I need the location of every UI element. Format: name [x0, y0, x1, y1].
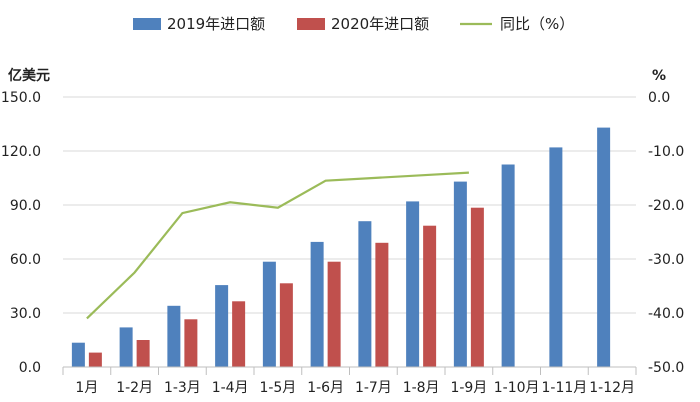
- bar: [279, 283, 293, 367]
- bar: [327, 261, 341, 367]
- x-tick-label: 1-2月: [116, 380, 153, 396]
- right-tick-label: -20.0: [648, 198, 684, 214]
- x-tick-label: 1-4月: [212, 380, 249, 396]
- x-tick-label: 1-3月: [164, 380, 201, 396]
- x-tick-label: 1-10月: [494, 380, 540, 396]
- bar: [470, 207, 484, 367]
- left-tick-label: 60.0: [10, 252, 41, 268]
- axes-group: 0.0 30.0 60.0 90.0 120.0 150.0 -50.0 -40.0 -30.0…: [1, 90, 684, 396]
- x-tick-label: 1月: [75, 380, 98, 396]
- x-tick-label: 1-6月: [307, 380, 344, 396]
- bar: [549, 147, 563, 367]
- left-tick-label: 90.0: [10, 198, 41, 214]
- bar: [453, 181, 467, 367]
- gridlines: [63, 96, 636, 314]
- right-tick-label: -10.0: [648, 144, 684, 160]
- bar: [262, 261, 276, 367]
- x-tick-label: 1-5月: [259, 380, 296, 396]
- x-tick-label: 1-12月: [589, 380, 635, 396]
- line-series: [86, 171, 469, 320]
- bar: [71, 342, 85, 367]
- bar: [136, 340, 150, 367]
- right-tick-label: -50.0: [648, 360, 684, 376]
- bar-series-group: [71, 127, 611, 367]
- bar: [232, 301, 246, 367]
- left-tick-label: 30.0: [10, 306, 41, 322]
- bar: [167, 305, 181, 367]
- x-tick-label: 1-7月: [355, 380, 392, 396]
- left-tick-label: 120.0: [1, 144, 41, 160]
- x-tick-label: 1-11月: [541, 380, 587, 396]
- bar: [406, 201, 420, 367]
- line-series-group: [86, 171, 469, 320]
- bar: [88, 352, 102, 367]
- legend-swatch: [133, 18, 161, 30]
- left-tick-label: 0.0: [19, 360, 41, 376]
- bar: [358, 221, 372, 367]
- bar: [310, 241, 324, 367]
- bar: [184, 319, 198, 367]
- right-tick-label: 0.0: [648, 90, 670, 106]
- left-axis-unit: 亿美元: [8, 67, 50, 84]
- bar: [215, 285, 229, 367]
- left-tick-label: 150.0: [1, 90, 41, 106]
- legend-label: 2020年进口额: [331, 15, 429, 33]
- legend-swatch: [297, 18, 325, 30]
- bar: [119, 327, 133, 367]
- bar: [423, 225, 437, 367]
- legend-label: 2019年进口额: [167, 15, 265, 33]
- right-tick-label: -40.0: [648, 306, 684, 322]
- bar: [501, 164, 515, 367]
- bar: [597, 127, 611, 367]
- legend: 2019年进口额 2020年进口额 同比（%）: [133, 15, 574, 33]
- right-axis-unit: %: [652, 68, 666, 84]
- bar: [375, 242, 389, 367]
- x-tick-label: 1-9月: [450, 380, 487, 396]
- right-tick-label: -30.0: [648, 252, 684, 268]
- x-tick-label: 1-8月: [403, 380, 440, 396]
- legend-label: 同比（%）: [500, 15, 574, 33]
